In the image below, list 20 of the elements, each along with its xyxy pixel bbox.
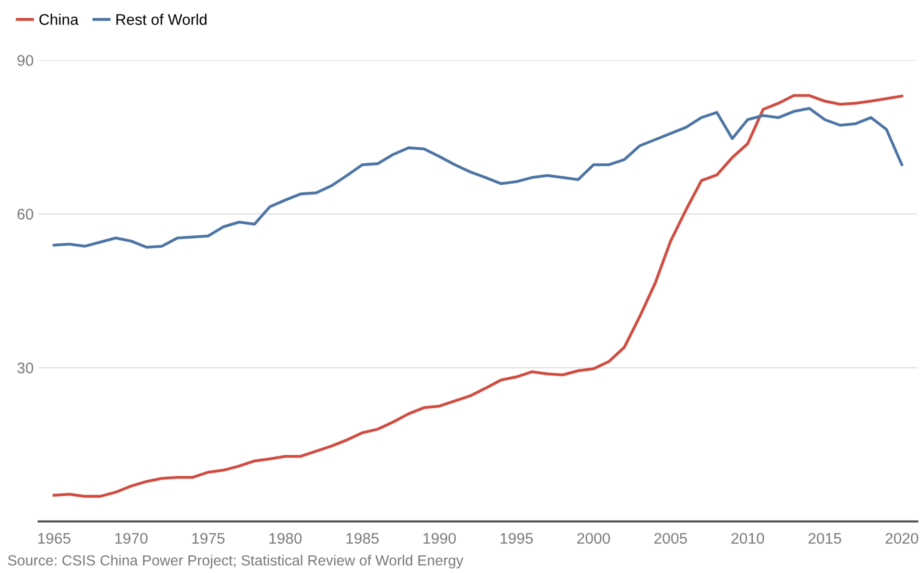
x-tick-label: 2015 <box>808 532 842 544</box>
legend-label: Rest of World <box>116 14 207 25</box>
source-note: Source: CSIS China Power Project; Statistical Review of World Energy <box>8 554 464 568</box>
x-tick-label: 1985 <box>346 532 379 544</box>
x-tick-label: 2020 <box>886 532 918 544</box>
line-series <box>52 106 904 249</box>
x-tick-label: 1980 <box>269 532 302 544</box>
x-tick-label: 2005 <box>654 532 687 544</box>
x-tick-label: 1965 <box>38 532 70 544</box>
y-tick-label: 30 <box>17 362 34 374</box>
x-tick-label: 1995 <box>500 532 533 544</box>
legend-label: China <box>39 14 79 25</box>
x-tick-label: 2000 <box>577 532 610 544</box>
x-tick-label: 1975 <box>192 532 225 544</box>
x-tick-label: 1990 <box>424 532 456 544</box>
y-tick-label: 60 <box>18 208 34 220</box>
x-tick-label: 1970 <box>115 532 148 544</box>
y-tick-label: 90 <box>18 55 34 66</box>
x-tick-label: 2010 <box>731 532 764 544</box>
line-series <box>52 94 904 498</box>
